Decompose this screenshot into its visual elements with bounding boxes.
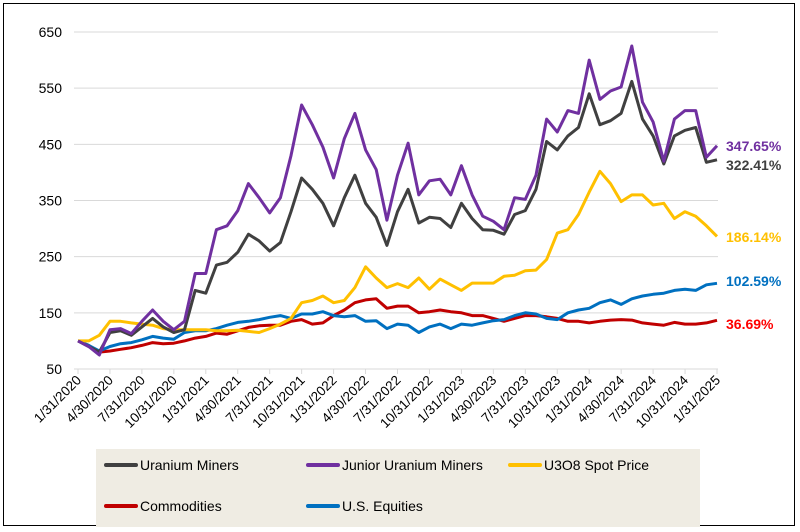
y-tick-label: 450 [39, 136, 63, 152]
y-tick-label: 250 [39, 249, 63, 265]
legend: Uranium Miners Junior Uranium Miners U3O… [96, 449, 700, 527]
legend-swatch [104, 463, 138, 467]
legend-item-us-equities: U.S. Equities [306, 498, 423, 514]
legend-item-commodities: Commodities [104, 498, 222, 514]
y-tick-label: 350 [39, 193, 63, 209]
legend-swatch [508, 463, 542, 467]
series-line-uranium-miners [77, 79, 718, 354]
end-value-label: 347.65% [726, 138, 782, 154]
series-line-u-s-equities [77, 281, 718, 353]
legend-label: U.S. Equities [342, 498, 423, 514]
series-line-u3o8-spot-price [78, 169, 719, 343]
end-value-label: 186.14% [726, 229, 782, 245]
legend-label: Commodities [140, 498, 222, 514]
end-value-label: 322.41% [726, 157, 782, 173]
legend-item-uranium-miners: Uranium Miners [104, 457, 239, 473]
end-value-label: 36.69% [726, 316, 774, 332]
legend-label: Junior Uranium Miners [342, 457, 483, 473]
series-line-junior-uranium-miners [77, 44, 719, 357]
y-tick-label: 50 [46, 361, 62, 377]
legend-swatch [306, 463, 340, 467]
end-value-label: 102.59% [726, 273, 782, 289]
legend-label: U3O8 Spot Price [544, 457, 650, 473]
y-tick-label: 150 [39, 305, 63, 321]
y-tick-label: 550 [39, 80, 63, 96]
y-tick-label: 650 [39, 24, 63, 40]
legend-swatch [104, 504, 138, 508]
series-line-commodities [77, 297, 718, 354]
legend-label: Uranium Miners [140, 457, 239, 473]
legend-item-junior-uranium-miners: Junior Uranium Miners [306, 457, 483, 473]
legend-item-u3o8-spot-price: U3O8 Spot Price [508, 457, 649, 473]
legend-swatch [306, 504, 340, 508]
